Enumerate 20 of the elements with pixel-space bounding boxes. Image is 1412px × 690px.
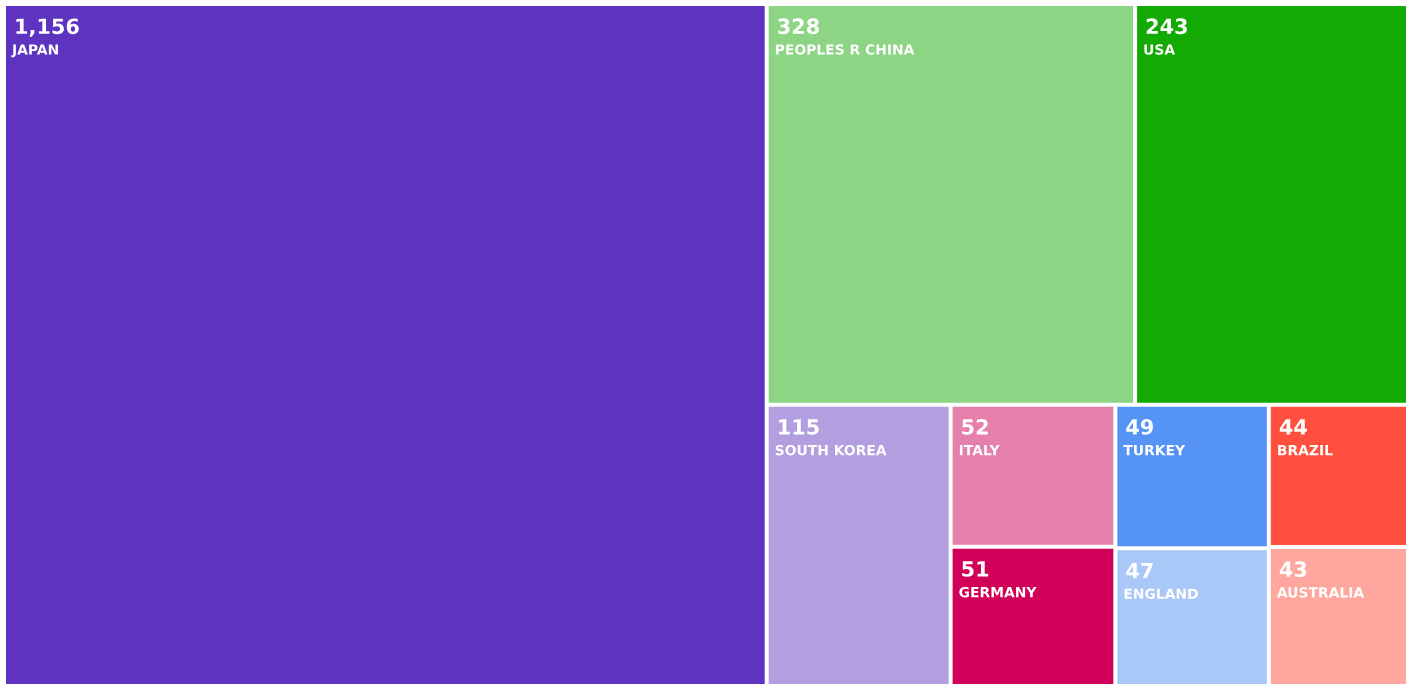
category-label: GERMANY — [959, 586, 1037, 598]
data-label: 243 — [1146, 18, 1187, 35]
data-label: 51 — [962, 561, 989, 577]
category-label: USA — [1144, 44, 1176, 55]
category-label: JAPAN — [11, 44, 58, 58]
category-label: TURKEY — [1123, 445, 1186, 456]
category-label: ENGLAND — [1124, 588, 1198, 599]
data-label: 52 — [962, 419, 988, 435]
data-label: 49 — [1126, 419, 1153, 435]
data-label: 328 — [778, 18, 819, 35]
category-label: PEOPLES R CHINA — [775, 44, 915, 55]
category-label: ITALY — [959, 445, 1000, 456]
category-label: SOUTH KOREA — [775, 444, 887, 456]
category-label: BRAZIL — [1278, 445, 1333, 456]
category-label: AUSTRALIA — [1276, 587, 1365, 598]
data-label: 43 — [1279, 561, 1307, 578]
data-label: 1,156 — [16, 18, 79, 37]
data-label: 44 — [1279, 419, 1307, 435]
data-label: 47 — [1126, 562, 1153, 579]
data-label: 115 — [779, 419, 819, 435]
